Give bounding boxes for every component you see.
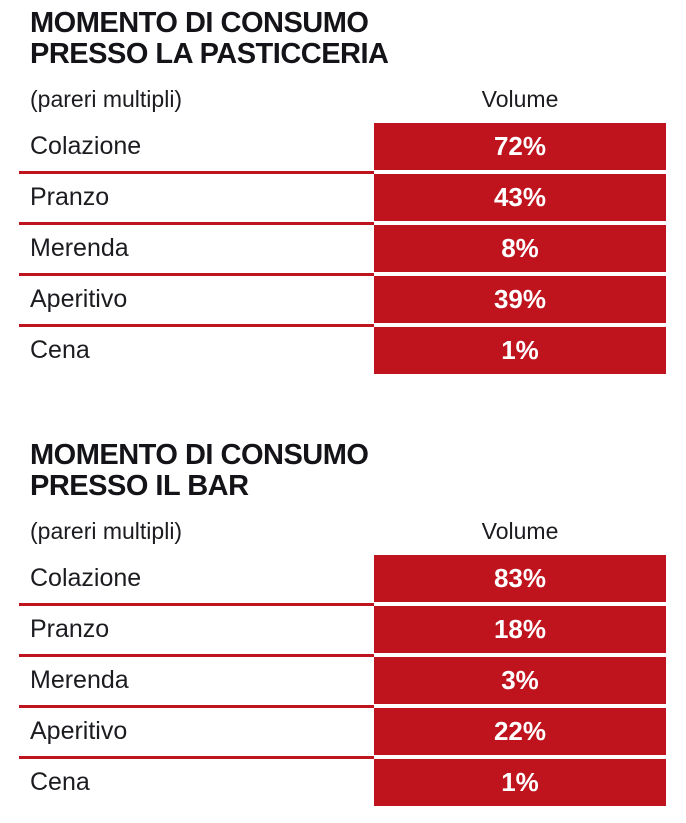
table-row: Merenda 8% [19,225,666,276]
table-pasticceria: MOMENTO DI CONSUMO PRESSO LA PASTICCERIA… [19,8,666,374]
row-label: Cena [30,336,90,364]
table-row: Colazione 72% [19,123,666,174]
row-value: 8% [374,225,666,272]
row-label: Colazione [19,555,374,606]
table-bar-rows: Colazione 83% Pranzo 18% Merenda 3% Aper… [19,555,666,806]
table-row: Aperitivo 39% [19,276,666,327]
table-bar: MOMENTO DI CONSUMO PRESSO IL BAR (pareri… [19,440,666,806]
table-row: Aperitivo 22% [19,708,666,759]
row-label: Merenda [19,225,374,276]
note-pareri-multipli: (pareri multipli) [30,518,183,544]
row-value: 3% [374,657,666,704]
title-line-2: PRESSO LA PASTICCERIA [30,38,389,70]
row-value: 39% [374,276,666,323]
volume-column-header: Volume [481,518,559,544]
row-value: 18% [374,606,666,653]
row-value: 83% [374,555,666,602]
row-label: Aperitivo [19,708,374,759]
title-line-1: MOMENTO DI CONSUMO [30,439,369,471]
table-row: Pranzo 18% [19,606,666,657]
row-label: Aperitivo [19,276,374,327]
table-pasticceria-rows: Colazione 72% Pranzo 43% Merenda 8% Aper… [19,123,666,374]
row-label: Pranzo [19,174,374,225]
table-row: Cena 1% [30,759,666,806]
row-value: 1% [374,759,666,806]
row-label: Merenda [19,657,374,708]
row-label: Pranzo [19,606,374,657]
table-row: Colazione 83% [19,555,666,606]
row-value: 1% [374,327,666,374]
table-row: Pranzo 43% [19,174,666,225]
table-bar-header: (pareri multipli) Volume [30,518,666,544]
volume-column-header: Volume [481,86,559,112]
table-row: Merenda 3% [19,657,666,708]
table-row: Cena 1% [30,327,666,374]
row-label: Cena [30,768,90,796]
table-pasticceria-title: MOMENTO DI CONSUMO PRESSO LA PASTICCERIA [30,8,666,70]
table-bar-title: MOMENTO DI CONSUMO PRESSO IL BAR [30,440,666,502]
note-pareri-multipli: (pareri multipli) [30,86,183,112]
row-label: Colazione [19,123,374,174]
row-value: 43% [374,174,666,221]
title-line-1: MOMENTO DI CONSUMO [30,7,369,39]
row-value: 22% [374,708,666,755]
row-value: 72% [374,123,666,170]
table-pasticceria-header: (pareri multipli) Volume [30,86,666,112]
title-line-2: PRESSO IL BAR [30,470,249,502]
